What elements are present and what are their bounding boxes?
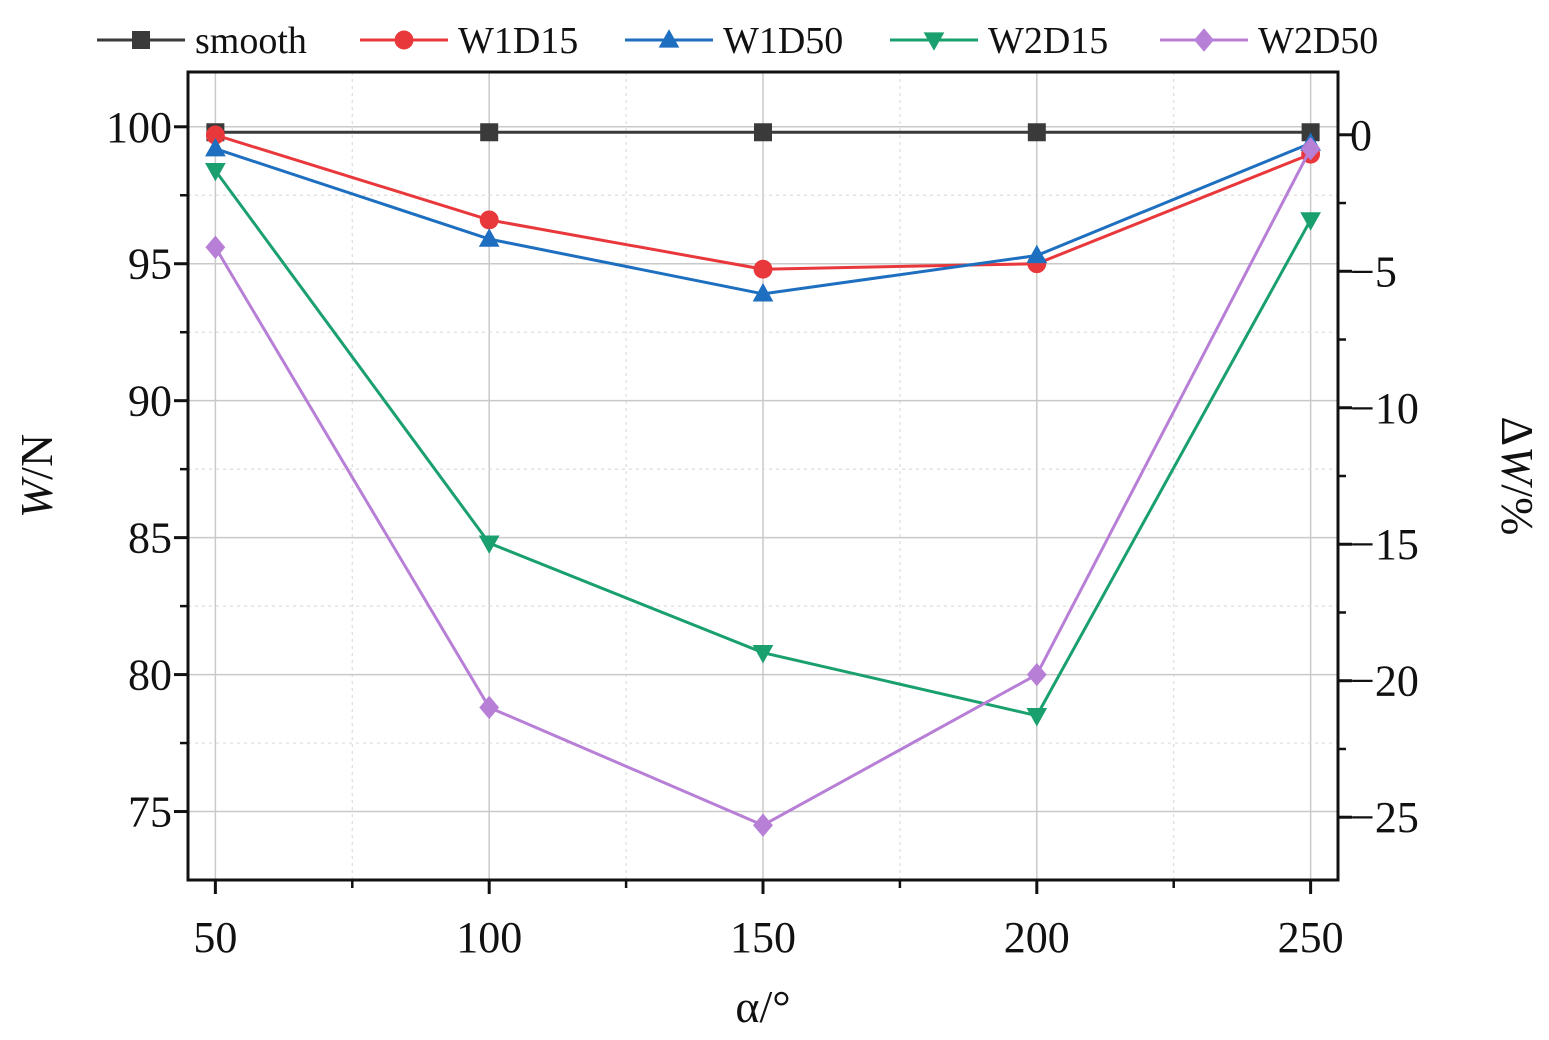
data-point: [1026, 244, 1048, 264]
y-left-tick-label: 85: [128, 514, 172, 563]
legend-marker: [923, 32, 945, 51]
y-left-axis-title-unit: /N: [11, 434, 62, 480]
data-point: [1301, 123, 1320, 142]
series-w2d15: [205, 162, 1321, 727]
y-right-axis-title: ΔW/%: [1492, 416, 1543, 535]
y-left-tick-label: 95: [128, 240, 172, 289]
data-point: [1300, 136, 1321, 161]
data-point: [480, 123, 499, 142]
y-left-tick-label: 100: [106, 103, 172, 152]
legend-label: W1D15: [458, 20, 578, 62]
y-left-axis-title-symbol: W: [11, 476, 62, 518]
data-point: [479, 210, 499, 230]
legend-item: W2D50: [1160, 20, 1378, 62]
x-tick-label: 50: [193, 913, 237, 962]
y-right-tick-label: 0: [1350, 111, 1372, 160]
y-right-axis-title-unit: /%: [1492, 484, 1543, 535]
grid: [188, 72, 1338, 880]
x-tick-label: 200: [1004, 913, 1070, 962]
legend-item: W1D15: [360, 20, 578, 62]
legend-label: W1D50: [723, 20, 843, 62]
data-point: [205, 137, 226, 157]
data-point: [753, 813, 773, 837]
data-point: [478, 228, 500, 247]
x-axis-title: α/°: [735, 981, 790, 1032]
y-right-axis-title-prefix: Δ: [1492, 416, 1543, 446]
series-layer: [205, 123, 1321, 837]
data-point: [205, 235, 226, 259]
y-left-axis-title: W/N: [11, 434, 62, 518]
data-point: [752, 283, 774, 302]
legend-marker: [1194, 28, 1214, 52]
data-point: [478, 535, 500, 554]
data-point: [1300, 212, 1321, 231]
data-point: [752, 645, 774, 664]
y-right-tick-label: −15: [1350, 520, 1419, 569]
y-right-tick-label: −5: [1350, 247, 1397, 296]
legend-label: W2D50: [1258, 20, 1378, 62]
legend-label: W2D15: [988, 20, 1108, 62]
x-tick-label: 250: [1278, 913, 1344, 962]
x-tick-label: 100: [456, 913, 522, 962]
y-right-tick-label: −25: [1350, 793, 1419, 842]
legend-label: smooth: [195, 20, 307, 62]
data-point: [205, 162, 226, 182]
legend-item: W2D15: [890, 20, 1108, 62]
y-right-tick-label: −20: [1350, 657, 1419, 706]
legend-item: W1D50: [625, 20, 843, 62]
series-smooth: [206, 123, 1320, 142]
legend-marker: [394, 30, 414, 50]
data-point: [754, 123, 772, 142]
y-left-tick-label: 75: [128, 788, 172, 837]
legend: smooth W1D15 W1D50 W2D15 W2D50: [97, 20, 1378, 62]
data-point: [1027, 123, 1046, 142]
data-point: [1026, 708, 1048, 727]
x-tick-label: 150: [730, 913, 796, 962]
series-w1d15: [205, 125, 1321, 279]
y-right-tick-label: −10: [1350, 384, 1419, 433]
y-left-tick-label: 90: [128, 377, 172, 426]
series-w2d50: [205, 136, 1321, 837]
data-point: [205, 125, 225, 145]
legend-marker: [132, 31, 150, 49]
data-point: [479, 695, 500, 720]
legend-marker: [658, 29, 680, 48]
data-point: [1026, 662, 1047, 687]
axes: 50 100 150 200 250 75 80 85 90 95 100 0 −5 −10 −15 −20 −…: [106, 103, 1419, 962]
y-left-tick-label: 80: [128, 651, 172, 700]
legend-item: smooth: [97, 20, 307, 62]
y-right-axis-title-symbol: W: [1492, 446, 1543, 488]
data-point: [753, 259, 773, 279]
